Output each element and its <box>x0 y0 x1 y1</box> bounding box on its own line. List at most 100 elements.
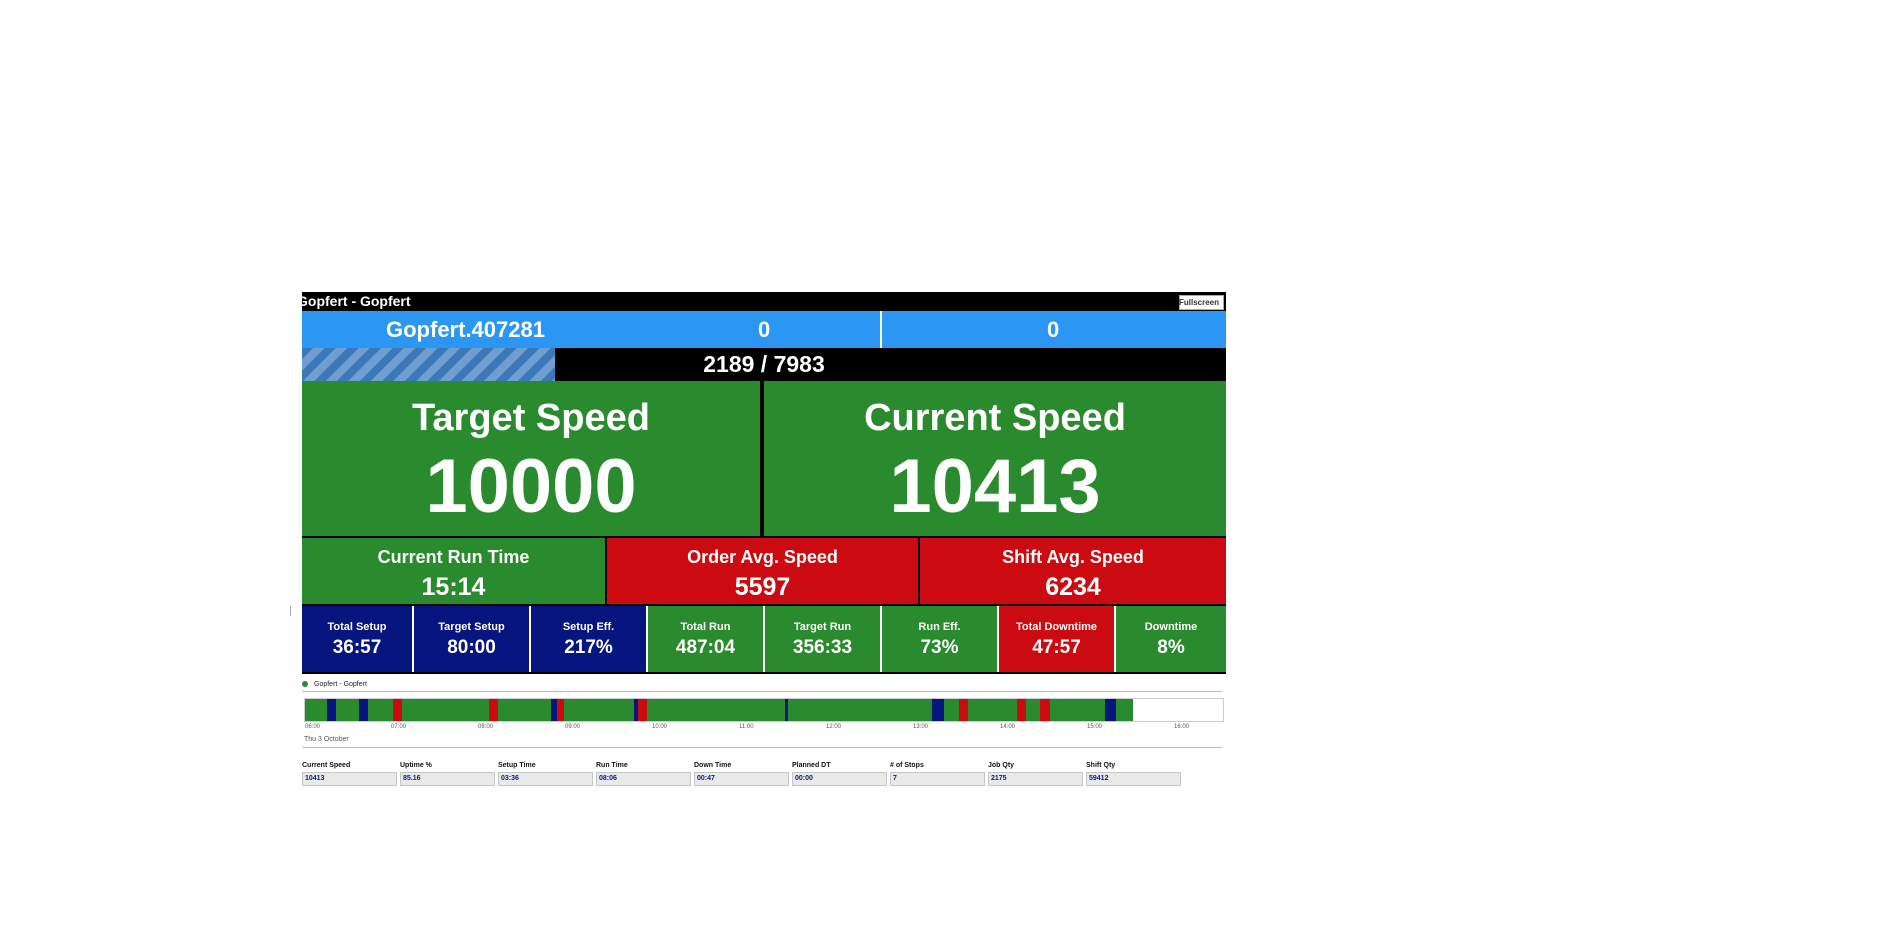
tile-target-run: Target Run 356:33 <box>765 605 880 672</box>
current-run-time-value: 15:14 <box>421 573 486 601</box>
timeline-setup-segment <box>1105 699 1116 721</box>
shift-avg-speed-panel: Shift Avg. Speed 6234 <box>920 537 1226 605</box>
edge-marker <box>290 606 291 616</box>
stat-planned-dt: Planned DT 00:00 <box>792 759 887 786</box>
timeline-down-segment <box>638 699 647 721</box>
legend-dot-icon <box>302 681 308 688</box>
stat-setup-time: Setup Time 03:36 <box>498 759 593 786</box>
current-run-time-label: Current Run Time <box>377 547 530 567</box>
timeline-bar[interactable] <box>304 698 1224 722</box>
timeline-down-segment <box>1040 699 1050 721</box>
stat-stops: # of Stops 7 <box>890 759 985 786</box>
stat-label: Current Speed <box>302 762 351 769</box>
stat-uptime: Uptime % 85.16 <box>400 759 495 786</box>
counter-b: 0 <box>1047 317 1060 342</box>
progress-bar: 2189 / 7983 <box>302 348 1226 381</box>
window-title-text: Gopfert - Gopfert <box>297 293 411 309</box>
target-speed-panel: Target Speed 10000 <box>302 381 760 537</box>
current-speed-label: Current Speed <box>864 397 1126 439</box>
stat-shift-qty: Shift Qty 59412 <box>1086 759 1181 786</box>
timeline-legend-label: Gopfert - Gopfert <box>314 681 367 688</box>
timeline-tick: 14:00 <box>1000 724 1016 730</box>
tile-run-eff: Run Eff. 73% <box>882 605 997 672</box>
progress-text: 2189 / 7983 <box>703 351 825 377</box>
timeline-rule <box>302 747 1222 748</box>
stat-value: 2175 <box>988 772 1083 786</box>
window-title: Gopfert - Gopfert Fullscreen <box>297 292 1226 311</box>
timeline-tick: 15:00 <box>1087 724 1103 730</box>
tile-value: 80:00 <box>447 637 496 658</box>
machine-window: Gopfert - Gopfert Fullscreen Gopfert.407… <box>297 292 1226 792</box>
stat-label: Run Time <box>596 762 628 769</box>
stat-value: 7 <box>890 772 985 786</box>
current-speed-value: 10413 <box>889 444 1101 529</box>
stat-run-time: Run Time 08:06 <box>596 759 691 786</box>
stat-job-qty: Job Qty 2175 <box>988 759 1083 786</box>
stat-down-time: Down Time 00:47 <box>694 759 789 786</box>
tile-label: Target Setup <box>438 621 505 633</box>
stat-label: Planned DT <box>792 762 831 769</box>
stat-value: 85.16 <box>400 772 495 786</box>
timeline-setup-segment <box>785 699 788 721</box>
target-speed-value: 10000 <box>425 444 637 529</box>
timeline-tick: 13:00 <box>913 724 929 730</box>
divider <box>918 537 920 605</box>
timeline-rule <box>302 691 1222 692</box>
divider <box>302 672 1226 674</box>
stat-label: Setup Time <box>498 762 536 769</box>
job-cell: Gopfert.407281 0 <box>302 311 880 348</box>
shift-avg-speed-label: Shift Avg. Speed <box>1002 547 1144 567</box>
timeline-setup-segment <box>551 699 557 721</box>
divider <box>302 536 1226 538</box>
tile-value: 47:57 <box>1032 637 1081 658</box>
timeline-down-segment <box>557 699 564 721</box>
timeline-tick: 06:00 <box>305 724 321 730</box>
tile-label: Total Run <box>680 621 731 633</box>
tile-value: 356:33 <box>792 637 853 658</box>
timeline-down-segment <box>959 699 968 721</box>
divider <box>760 381 764 537</box>
timeline-setup-segment <box>359 699 368 721</box>
stat-value: 59412 <box>1086 772 1181 786</box>
tile-target-setup: Target Setup 80:00 <box>414 605 529 672</box>
tile-total-run: Total Run 487:04 <box>648 605 763 672</box>
timeline-down-segment <box>489 699 498 721</box>
tile-label: Target Run <box>793 621 852 633</box>
tile-total-downtime: Total Downtime 47:57 <box>999 605 1114 672</box>
stat-value: 10413 <box>302 772 397 786</box>
timeline-run-segment <box>305 699 1133 721</box>
progress-fill <box>302 348 556 381</box>
tile-label: Setup Eff. <box>562 621 615 633</box>
stat-value: 03:36 <box>498 772 593 786</box>
tile-label: Run Eff. <box>918 621 961 633</box>
order-avg-speed-value: 5597 <box>734 573 791 601</box>
divider <box>302 604 1226 606</box>
order-avg-speed-label: Order Avg. Speed <box>687 547 838 567</box>
timeline-tick: 10:00 <box>652 724 668 730</box>
tile-value: 73% <box>920 637 959 658</box>
tile-label: Downtime <box>1144 621 1198 633</box>
stat-value: 08:06 <box>596 772 691 786</box>
job-id: Gopfert.407281 <box>386 317 545 342</box>
stat-value: 00:00 <box>792 772 887 786</box>
tile-total-setup: Total Setup 36:57 <box>302 605 412 672</box>
stat-label: Uptime % <box>400 762 432 769</box>
timeline-date: Thu 3 October <box>304 736 349 743</box>
tile-label: Total Downtime <box>1015 621 1098 633</box>
fullscreen-button[interactable]: Fullscreen <box>1178 295 1224 310</box>
counter-a: 0 <box>758 317 771 342</box>
timeline-tick: 07:00 <box>391 724 407 730</box>
tile-value: 487:04 <box>675 637 736 658</box>
stat-current-speed: Current Speed 10413 <box>302 759 397 786</box>
tile-value: 36:57 <box>332 637 382 658</box>
shift-avg-speed-value: 6234 <box>1045 573 1101 601</box>
timeline-tick: 11:00 <box>739 724 754 730</box>
timeline-setup-segment <box>634 699 638 721</box>
timeline-tick: 09:00 <box>565 724 581 730</box>
timeline-setup-segment <box>327 699 336 721</box>
tile-label: Total Setup <box>327 621 387 633</box>
stat-label: Down Time <box>694 762 732 769</box>
timeline-tick: 12:00 <box>826 724 842 730</box>
timeline-setup-segment <box>932 699 944 721</box>
tile-value: 8% <box>1157 637 1185 658</box>
